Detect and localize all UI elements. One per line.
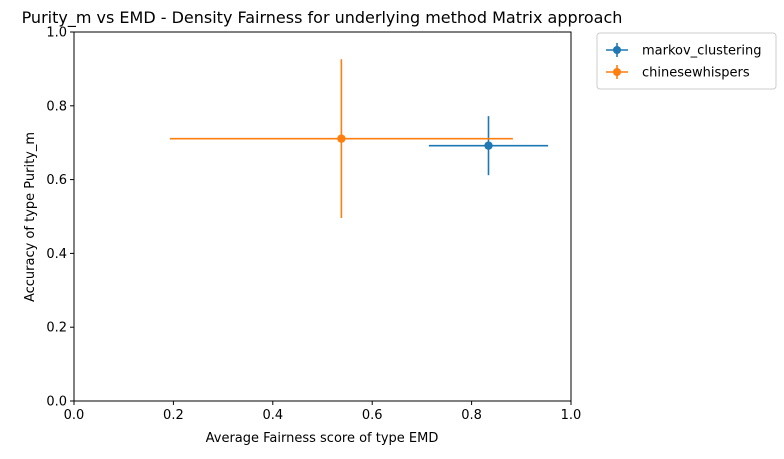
x-tick-label: 0.2	[163, 408, 184, 423]
x-tick-label: 1.0	[561, 408, 582, 423]
legend: markov_clustering chinesewhispers	[596, 32, 777, 90]
x-tick-label: 0.8	[461, 408, 482, 423]
legend-item-chinesewhispers: chinesewhispers	[606, 65, 750, 81]
x-tick-label: 0.6	[362, 408, 383, 423]
legend-label: chinesewhispers	[642, 66, 750, 81]
series-markov_clustering	[428, 116, 549, 176]
data-point	[484, 141, 493, 150]
series-chinesewhispers	[169, 59, 513, 218]
y-tick-label: 1.0	[46, 26, 67, 41]
legend-item-markov_clustering: markov_clustering	[606, 43, 762, 59]
y-tick-label: 0.8	[46, 99, 67, 114]
y-axis-label: Accuracy of type Purity_m	[23, 132, 38, 302]
data-point	[337, 134, 346, 143]
y-tick-label: 0.4	[46, 247, 67, 262]
x-axis-ticks: 0.0 0.2 0.4 0.6 0.8 1.0	[64, 401, 582, 423]
y-tick-label: 0.0	[46, 395, 67, 410]
x-tick-label: 0.0	[64, 408, 85, 423]
chart-title: Purity_m vs EMD - Density Fairness for u…	[22, 8, 623, 28]
x-tick-label: 0.4	[262, 408, 283, 423]
y-tick-label: 0.6	[46, 173, 67, 188]
plot-frame	[73, 31, 572, 402]
y-axis-ticks: 0.0 0.2 0.4 0.6 0.8 1.0	[46, 26, 74, 410]
legend-label: markov_clustering	[642, 44, 762, 59]
x-axis-label: Average Fairness score of type EMD	[206, 431, 439, 446]
legend-frame	[596, 32, 777, 90]
plot-area	[73, 31, 572, 402]
legend-marker-dot	[613, 68, 621, 76]
legend-marker-dot	[613, 46, 621, 54]
y-tick-label: 0.2	[46, 321, 67, 336]
